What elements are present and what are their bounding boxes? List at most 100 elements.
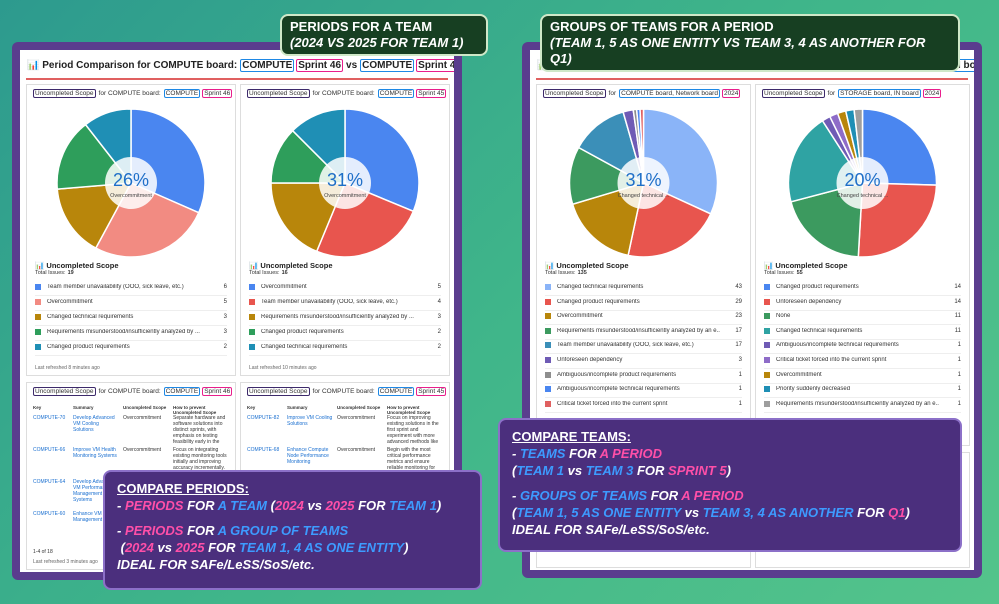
center-label: Changed technical ... [618,193,670,199]
legend-row: Changed product requirements 14 [764,281,961,296]
legend-count: 17 [735,342,742,349]
legend-swatch [545,284,551,290]
legend-row: Unforeseen dependency 3 [545,354,742,369]
label-segment: Sprint 45 [416,59,454,72]
legend-swatch [35,344,41,350]
total-issues: Total Issues: 135 [545,270,587,276]
overlay-text: GROUPS OF TEAMS [519,488,648,503]
legend-count: 3 [437,314,441,320]
legend-swatch [35,329,41,335]
label-segment: for COMPUTE board: [98,388,161,395]
list-title: 📊 Uncompleted Scope [249,261,333,270]
legend-row: Team member unavailability (OOO, sick le… [249,296,441,311]
overlay-text: FOR [633,463,669,478]
legend-count: 14 [954,284,961,290]
overlay-text: IDEAL FOR SAFe/LeSS/SoS/etc. [117,557,315,572]
overlay-text: 2025 [325,498,355,513]
dashboard-panel: 📊 Period Comparison for COMPUTE board: CO… [12,42,462,580]
chart-header: Uncompleted Scope for COMPUTE board, Netwo… [543,89,742,98]
legend-label: Requirements misunderstood/insufficientl… [261,314,414,320]
legend-label: Changed product requirements [47,344,130,350]
legend-label: Changed technical requirements [557,284,644,290]
pie-hole [617,157,670,209]
chart-card: Uncompleted Scope for STORAGE board, IN bo… [755,84,970,446]
chart-header: Uncompleted Scope for STORAGE board, IN bo… [762,89,943,98]
legend-swatch [545,400,551,407]
issue-key: COMPUTE-70 [33,415,66,421]
legend-label: Changed technical requirements [261,344,348,350]
label-segment: Uncompleted Scope [762,89,825,98]
legend-label: None [776,313,791,320]
total-issues: Total Issues: 16 [249,270,288,276]
legend-count: 1 [738,371,742,378]
legend-count: 1 [957,342,961,349]
label-segment: Uncompleted Scope [33,387,96,396]
legend-label: Team member unavailability (OOO, sick le… [261,299,398,305]
legend-swatch [764,371,770,378]
chart-header: Uncompleted Scope for COMPUTE board: COMPU… [247,89,448,98]
legend-swatch [545,371,551,378]
legend-count: 29 [735,298,742,305]
legend-row: Overcommitment 5 [249,281,441,296]
column-header: Key [247,405,256,410]
overlay-text: ) [726,463,731,478]
center-label: Overcommitment [110,193,152,199]
refresh-note: Last refreshed 10 minutes ago [249,365,317,371]
pie-chart: 31% Changed technical ... [568,108,719,258]
overlay-line: IDEAL FOR SAFe/LeSS/SoS/etc. [117,556,468,573]
legend-count: 1 [957,357,961,363]
legend-label: Overcommitment [47,299,93,305]
total-value: 19 [67,270,74,276]
legend-count: 3 [223,314,227,320]
list-title: 📊 Uncompleted Scope [35,261,119,270]
legend-label: Critical ticket forced into the current … [557,400,668,407]
total-value: 16 [281,270,288,276]
legend-row: Priority suddenly decreased 1 [764,383,961,399]
label-segment: Sprint 46 [202,387,233,396]
overlay-text: ) [404,540,409,555]
dashboard-title: 📊 Period Comparison for COMPUTE board: CO… [26,59,454,72]
legend-swatch [545,342,551,349]
legend-count: 1 [957,371,961,378]
legend-label: Team member unavailability (OOO, sick le… [47,284,184,290]
table-cell: Overcommitment [123,415,162,421]
overlay-line: - GROUPS OF TEAMS FOR A PERIOD [512,487,948,504]
label-segment: Uncompleted Scope [247,89,310,98]
legend-row: Ambiguous/incomplete technical requireme… [764,339,961,355]
total-label: Total Issues: [545,270,576,276]
pie-chart: 20% Changed technical ... [787,108,938,258]
legend-row: Unforeseen dependency 14 [764,296,961,311]
issue-key: COMPUTE-68 [247,447,280,453]
legend-count: 6 [223,284,227,290]
overlay-text: ( [512,463,517,478]
legend-label: Requirements misunderstood/insufficientl… [776,400,939,407]
overlay-text: TEAM 1, 5 AS ONE ENTITY [516,505,682,520]
legend-row: Changed technical requirements 3 [35,311,227,326]
label-segment: COMPUTE [163,89,201,98]
legend-swatch [545,298,551,305]
overlay-text: vs [153,540,176,555]
legend-label: Team member unavailability (OOO, sick le… [557,342,694,349]
legend-swatch [764,400,770,407]
legend-row: Ambiguous/incomplete product requirement… [545,369,742,384]
label-segment: vs [346,60,358,71]
overlay-title: COMPARE TEAMS: [512,429,631,444]
label-segment: COMPUTE board, Network board [619,89,720,98]
legend-row: Overcommitment 1 [764,369,961,384]
label-segment: for COMPUTE board: [312,388,375,395]
legend-row: Changed product requirements 2 [249,326,441,341]
legend-swatch [249,314,255,320]
label-segment: 2024 [922,89,942,98]
callout-line: GROUPS OF TEAMS FOR A PERIOD [550,19,774,34]
total-issues: Total Issues: 19 [35,270,74,276]
overlay-line: - PERIODS FOR A GROUP OF TEAMS [117,522,468,539]
pie-slice [568,146,646,206]
legend-count: 1 [738,400,742,407]
total-label: Total Issues: [764,270,795,276]
legend-count: 3 [223,329,227,335]
overlay-text: vs [681,505,703,520]
center-value: 31% [327,170,363,190]
issue-key: COMPUTE-60 [33,511,66,517]
legend-swatch [249,299,255,305]
